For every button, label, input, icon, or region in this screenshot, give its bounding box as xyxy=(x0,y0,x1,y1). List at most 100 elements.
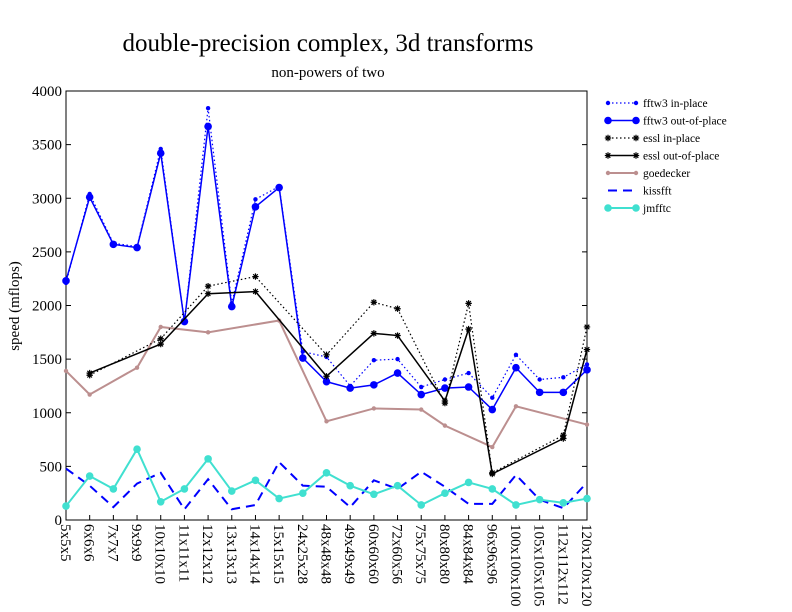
x-tick-label: 75x75x75 xyxy=(412,524,428,584)
x-tick-label: 49x49x49 xyxy=(341,524,357,584)
data-point xyxy=(559,388,568,397)
data-point xyxy=(488,405,497,414)
data-point xyxy=(583,494,591,503)
data-point xyxy=(370,381,378,389)
data-point xyxy=(275,183,283,192)
data-point xyxy=(204,122,212,131)
plot-area xyxy=(65,90,588,521)
data-point xyxy=(632,134,640,142)
data-point xyxy=(583,323,591,331)
x-tick-label: 6x6x6 xyxy=(81,524,97,562)
data-point xyxy=(157,335,164,342)
data-point xyxy=(370,299,378,306)
data-point xyxy=(252,288,259,295)
y-tick-label: 3000 xyxy=(32,191,62,207)
data-point xyxy=(109,485,118,493)
data-point xyxy=(370,490,378,499)
series-goedecker xyxy=(63,318,590,450)
data-point xyxy=(633,100,639,106)
data-point xyxy=(133,445,141,454)
data-point xyxy=(227,487,236,495)
x-tick-label: 80x80x80 xyxy=(436,524,452,584)
data-point xyxy=(156,149,165,158)
legend-label: essl in-place xyxy=(643,133,700,145)
y-tick-label: 0 xyxy=(55,513,63,529)
series-fftw3-out-of-place xyxy=(62,122,591,414)
data-point xyxy=(158,324,163,330)
data-point xyxy=(133,243,141,252)
series-jmfftc xyxy=(62,445,591,510)
data-point xyxy=(322,469,331,477)
series-line xyxy=(89,275,588,474)
data-point xyxy=(394,305,401,312)
data-point xyxy=(561,375,566,380)
legend-label: essl out-of-place xyxy=(643,151,719,163)
legend-label: fftw3 out-of-place xyxy=(643,116,727,128)
data-point xyxy=(180,485,189,493)
data-point xyxy=(251,476,260,485)
data-point xyxy=(464,383,473,391)
data-point xyxy=(632,204,640,212)
legend: fftw3 in-place fftw3 out-of-place essl in-… xyxy=(604,98,727,215)
data-point xyxy=(466,370,471,376)
y-tick-label: 500 xyxy=(40,459,63,475)
x-tick-label: 15x15x15 xyxy=(270,524,286,584)
data-point xyxy=(419,407,424,412)
legend-label: goedecker xyxy=(643,168,690,180)
y-tick-label: 1500 xyxy=(32,352,62,368)
x-tick-label: 5x5x5 xyxy=(57,524,73,562)
x-tick-label: 96x96x96 xyxy=(483,524,499,585)
data-point xyxy=(537,377,542,382)
data-point xyxy=(488,485,497,493)
data-point xyxy=(395,356,400,362)
data-point xyxy=(134,365,140,370)
legend-label: jmfftc xyxy=(642,203,671,215)
data-point xyxy=(465,300,472,307)
data-point xyxy=(417,390,426,399)
data-point xyxy=(559,499,568,507)
chart-title: double-precision complex, 3d transforms xyxy=(122,30,533,57)
x-tick-label: 14x14x14 xyxy=(246,524,262,585)
data-point xyxy=(632,152,640,159)
axes: 0 500 1000 1500 2000 2500 3000 3500 4000 5x5x5 6x6… xyxy=(32,84,594,607)
legend-entry: goedecker xyxy=(605,168,690,180)
data-point xyxy=(490,444,495,450)
legend-entry: essl out-of-place xyxy=(604,151,719,163)
data-point xyxy=(605,100,611,106)
data-point xyxy=(604,134,612,142)
x-tick-label: 72x60x56 xyxy=(389,524,405,585)
data-point xyxy=(633,170,639,176)
data-point xyxy=(371,406,377,411)
data-point xyxy=(513,404,519,409)
data-point xyxy=(442,377,448,382)
data-point xyxy=(157,340,164,348)
x-tick-label: 105x105x105 xyxy=(531,524,547,607)
series-essl-out-of-place xyxy=(86,288,591,478)
data-point xyxy=(109,240,118,249)
data-point xyxy=(632,116,640,125)
data-point xyxy=(584,362,590,367)
data-point xyxy=(204,455,212,463)
data-point xyxy=(604,152,612,159)
data-point xyxy=(393,481,402,490)
data-point xyxy=(393,369,402,377)
data-point xyxy=(87,392,92,397)
data-point xyxy=(253,197,258,202)
plot-frame xyxy=(65,90,588,521)
data-point xyxy=(535,388,544,397)
series-line xyxy=(65,447,588,507)
data-point xyxy=(252,273,259,280)
data-point xyxy=(417,501,426,509)
data-point xyxy=(85,472,94,480)
data-point xyxy=(465,325,472,333)
x-tick-label: 10x10x10 xyxy=(152,524,168,584)
y-tick-label: 4000 xyxy=(32,84,62,100)
data-point xyxy=(299,354,307,362)
data-point xyxy=(419,384,424,390)
data-point xyxy=(464,478,473,487)
data-point xyxy=(85,193,94,201)
data-point xyxy=(323,351,330,359)
x-tick-label: 24x25x28 xyxy=(294,524,310,584)
data-point xyxy=(323,373,330,380)
data-point xyxy=(205,105,211,111)
